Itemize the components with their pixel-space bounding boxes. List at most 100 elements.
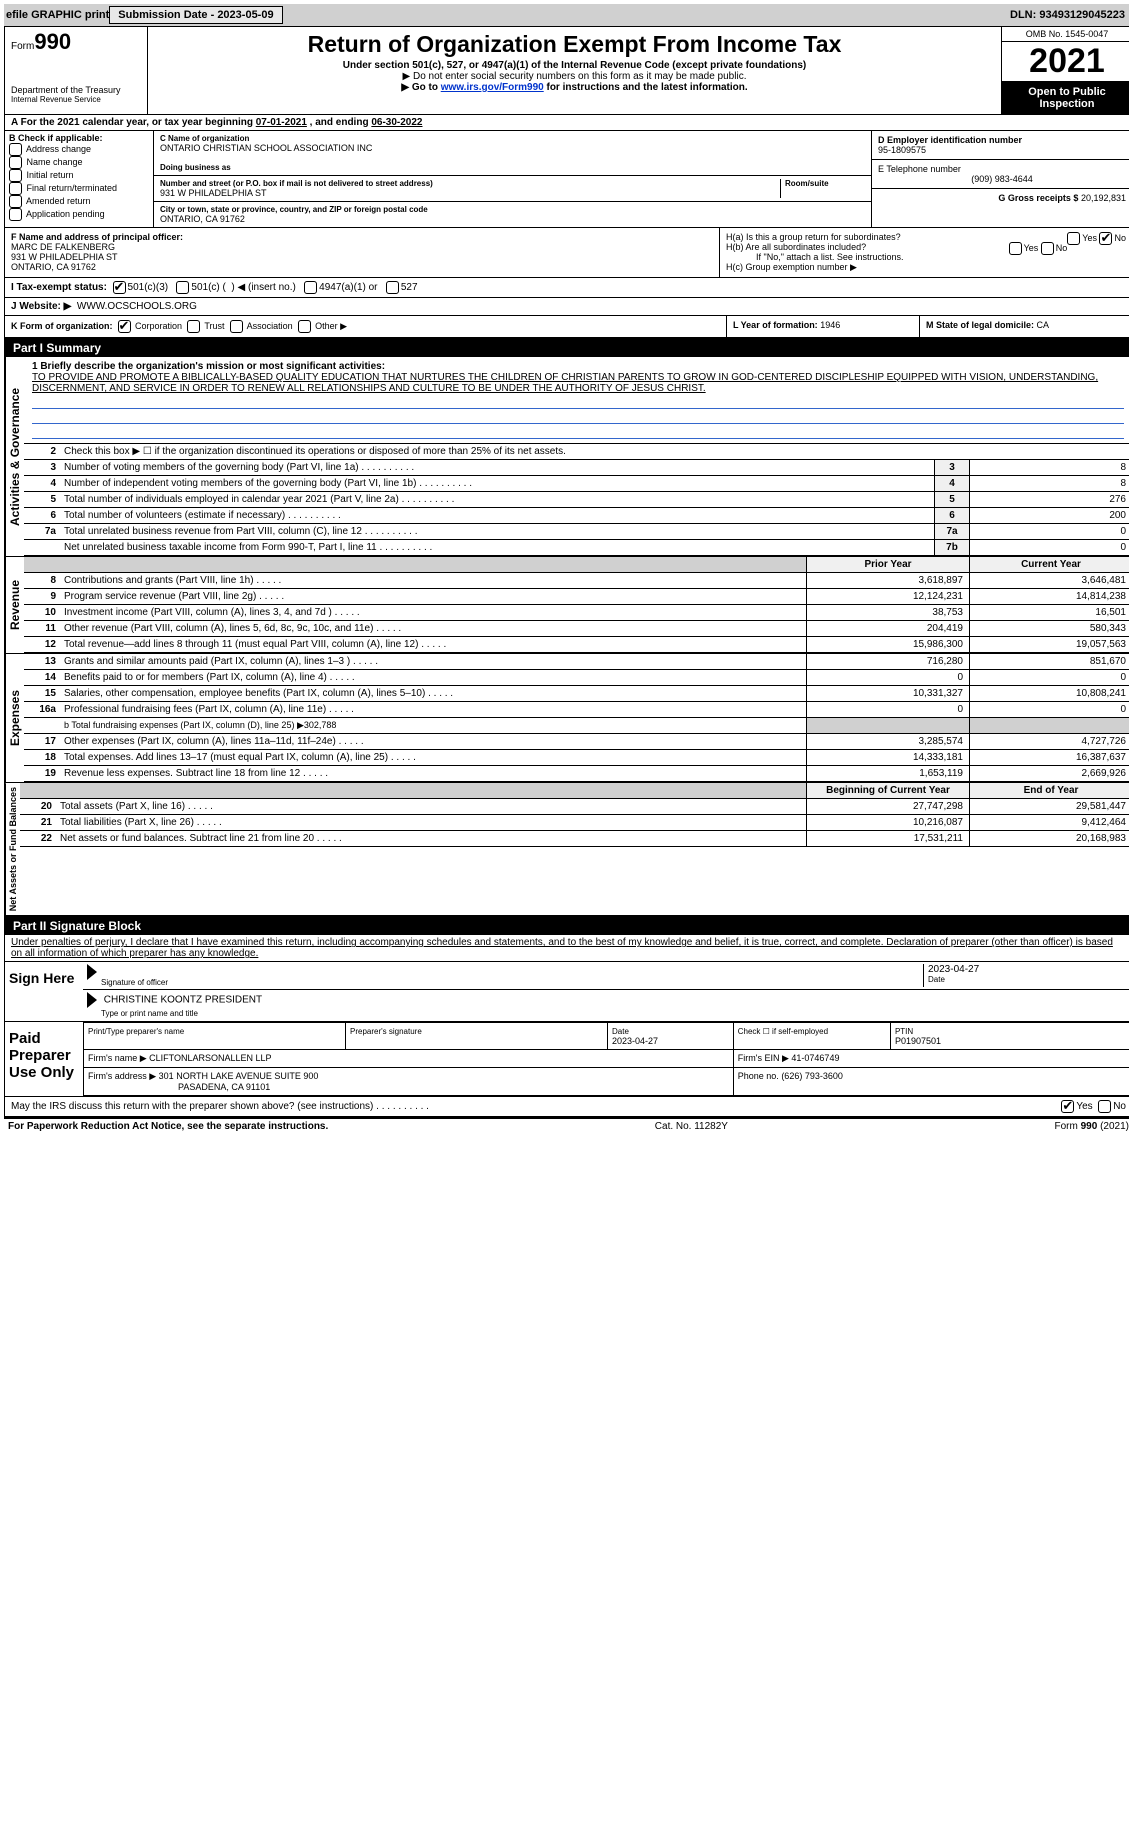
- department-label: Department of the Treasury: [11, 85, 141, 95]
- website-value: WWW.OCSCHOOLS.ORG: [77, 301, 197, 312]
- org-name-field: C Name of organization ONTARIO CHRISTIAN…: [154, 131, 871, 176]
- chk-address-change[interactable]: Address change: [9, 143, 149, 156]
- chk-trust[interactable]: [187, 320, 200, 333]
- org-city: ONTARIO, CA 91762: [160, 214, 865, 224]
- paid-preparer-block: Paid Preparer Use Only Print/Type prepar…: [5, 1022, 1129, 1097]
- pt-name-cell: Print/Type preparer's name: [84, 1023, 346, 1050]
- part1-netassets: Net Assets or Fund Balances Beginning of…: [5, 783, 1129, 917]
- line-18: 18Total expenses. Add lines 13–17 (must …: [24, 750, 1129, 766]
- mission-block: 1 Briefly describe the organization's mi…: [24, 357, 1129, 444]
- ha-row: H(a) Is this a group return for subordin…: [726, 232, 1126, 242]
- org-name: ONTARIO CHRISTIAN SCHOOL ASSOCIATION INC: [160, 143, 865, 153]
- ha-no[interactable]: [1099, 232, 1112, 245]
- arrow-icon: [87, 992, 97, 1008]
- principal-officer: F Name and address of principal officer:…: [5, 228, 719, 277]
- line-a-tax-year: A For the 2021 calendar year, or tax yea…: [5, 115, 1129, 131]
- line-15: 15Salaries, other compensation, employee…: [24, 686, 1129, 702]
- line-20: 20Total assets (Part X, line 16)27,747,2…: [20, 799, 1129, 815]
- firm-ein-cell: Firm's EIN ▶ 41-0746749: [733, 1050, 1129, 1068]
- gross-receipts-field: G Gross receipts $ 20,192,831: [872, 189, 1129, 207]
- officer-name-title: CHRISTINE KOONTZ PRESIDENT: [104, 995, 262, 1006]
- line-2: 2 Check this box ▶ ☐ if the organization…: [24, 444, 1129, 460]
- hb-no[interactable]: [1041, 242, 1054, 255]
- irs-link[interactable]: www.irs.gov/Form990: [441, 82, 544, 93]
- officer-name: MARC DE FALKENBERG: [11, 242, 115, 252]
- jurat-text: Under penalties of perjury, I declare th…: [5, 935, 1129, 962]
- discuss-no[interactable]: [1098, 1100, 1111, 1113]
- sig-date: 2023-04-27: [928, 964, 1128, 975]
- row-f-h: F Name and address of principal officer:…: [5, 228, 1129, 278]
- line-17: 17Other expenses (Part IX, column (A), l…: [24, 734, 1129, 750]
- preparer-table: Print/Type preparer's name Preparer's si…: [83, 1022, 1129, 1096]
- pt-self-cell: Check ☐ if self-employed: [733, 1023, 890, 1050]
- line-7b: Net unrelated business taxable income fr…: [24, 540, 1129, 556]
- footer-right: Form 990 (2021): [1055, 1121, 1129, 1132]
- line-21: 21Total liabilities (Part X, line 26)10,…: [20, 815, 1129, 831]
- column-b-checkboxes: B Check if applicable: Address change Na…: [5, 131, 154, 227]
- officer-city: ONTARIO, CA 91762: [11, 262, 96, 272]
- chk-corporation[interactable]: [118, 320, 131, 333]
- chk-501c[interactable]: [176, 281, 189, 294]
- line-11: 11Other revenue (Part VIII, column (A), …: [24, 621, 1129, 637]
- chk-final-return[interactable]: Final return/terminated: [9, 182, 149, 195]
- line-14: 14Benefits paid to or for members (Part …: [24, 670, 1129, 686]
- line-12: 12Total revenue—add lines 8 through 11 (…: [24, 637, 1129, 653]
- side-label-expenses: Expenses: [5, 654, 24, 782]
- ha-yes[interactable]: [1067, 232, 1080, 245]
- line-16b: b Total fundraising expenses (Part IX, c…: [24, 718, 1129, 734]
- efile-top-bar: efile GRAPHIC print Submission Date - 20…: [4, 4, 1129, 26]
- line-9: 9Program service revenue (Part VIII, lin…: [24, 589, 1129, 605]
- page-footer: For Paperwork Reduction Act Notice, see …: [4, 1119, 1129, 1134]
- part1-expenses: Expenses 13Grants and similar amounts pa…: [5, 654, 1129, 783]
- discuss-yes[interactable]: [1061, 1100, 1074, 1113]
- line-6: 6Total number of volunteers (estimate if…: [24, 508, 1129, 524]
- form-title-block: Return of Organization Exempt From Incom…: [148, 27, 1001, 114]
- ein-value: 95-1809575: [878, 145, 1126, 155]
- revenue-header: Prior Year Current Year: [24, 557, 1129, 573]
- entity-block: B Check if applicable: Address change Na…: [5, 131, 1129, 228]
- footer-left: For Paperwork Reduction Act Notice, see …: [8, 1121, 328, 1132]
- line-4: 4Number of independent voting members of…: [24, 476, 1129, 492]
- form-container: Form990 Department of the Treasury Inter…: [4, 26, 1129, 1119]
- submission-date-button[interactable]: Submission Date - 2023-05-09: [109, 6, 282, 24]
- chk-other[interactable]: [298, 320, 311, 333]
- row-l-year: L Year of formation: 1946: [727, 316, 920, 337]
- row-k-form-org: K Form of organization: Corporation Trus…: [5, 316, 727, 337]
- irs-label: Internal Revenue Service: [11, 95, 141, 104]
- part1-revenue: Revenue Prior Year Current Year 8Contrib…: [5, 557, 1129, 654]
- form-number: 990: [34, 29, 71, 54]
- line-5: 5Total number of individuals employed in…: [24, 492, 1129, 508]
- row-j-website: J Website: ▶ WWW.OCSCHOOLS.ORG: [5, 298, 1129, 316]
- firm-phone-cell: Phone no. (626) 793-3600: [733, 1068, 1129, 1096]
- chk-association[interactable]: [230, 320, 243, 333]
- form-note-ssn: ▶ Do not enter social security numbers o…: [152, 71, 997, 82]
- b-label: B Check if applicable:: [9, 133, 149, 143]
- pt-date-cell: Date 2023-04-27: [608, 1023, 734, 1050]
- hb-yes[interactable]: [1009, 242, 1022, 255]
- gross-receipts-value: 20,192,831: [1081, 193, 1126, 203]
- pt-sig-cell: Preparer's signature: [346, 1023, 608, 1050]
- side-label-revenue: Revenue: [5, 557, 24, 653]
- form-note-link: ▶ Go to www.irs.gov/Form990 for instruct…: [152, 82, 997, 93]
- row-klm: K Form of organization: Corporation Trus…: [5, 316, 1129, 339]
- city-field: City or town, state or province, country…: [154, 202, 871, 227]
- chk-527[interactable]: [386, 281, 399, 294]
- firm-addr-cell: Firm's address ▶ 301 NORTH LAKE AVENUE S…: [84, 1068, 734, 1096]
- chk-name-change[interactable]: Name change: [9, 156, 149, 169]
- paid-preparer-label: Paid Preparer Use Only: [5, 1022, 83, 1096]
- line-13: 13Grants and similar amounts paid (Part …: [24, 654, 1129, 670]
- form-prefix: Form: [11, 41, 34, 52]
- open-to-public: Open to Public Inspection: [1002, 82, 1129, 114]
- name-title-line: CHRISTINE KOONTZ PRESIDENT Type or print…: [83, 990, 1129, 1021]
- chk-amended-return[interactable]: Amended return: [9, 195, 149, 208]
- line-8: 8Contributions and grants (Part VIII, li…: [24, 573, 1129, 589]
- ptin-cell: PTIN P01907501: [890, 1023, 1129, 1050]
- phone-value: (909) 983-4644: [878, 174, 1126, 184]
- form-meta-block: OMB No. 1545-0047 2021 Open to Public In…: [1001, 27, 1129, 114]
- chk-4947[interactable]: [304, 281, 317, 294]
- efile-label: efile GRAPHIC print: [6, 9, 109, 21]
- chk-application-pending[interactable]: Application pending: [9, 208, 149, 221]
- hc-row: H(c) Group exemption number ▶: [726, 262, 1126, 273]
- chk-501c3[interactable]: [113, 281, 126, 294]
- chk-initial-return[interactable]: Initial return: [9, 169, 149, 182]
